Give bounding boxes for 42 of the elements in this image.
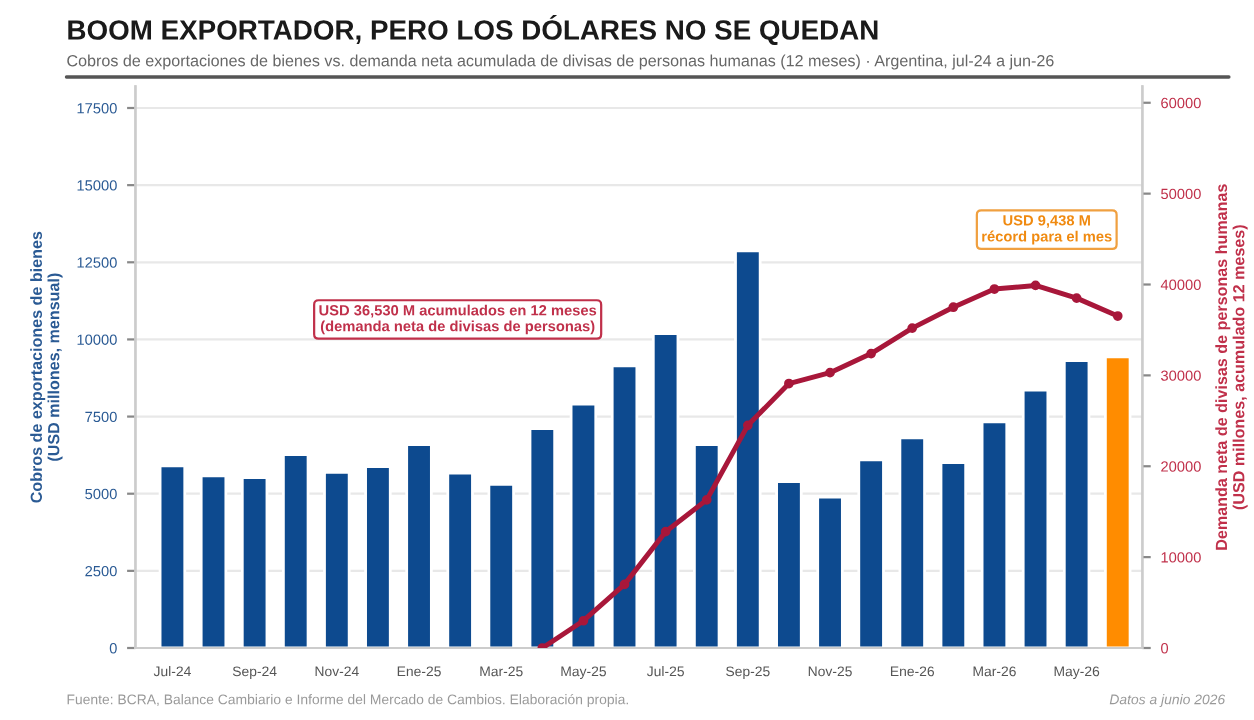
bar — [282, 453, 310, 648]
point — [742, 420, 753, 431]
bar — [980, 420, 1009, 648]
bar — [898, 436, 926, 648]
bar — [199, 474, 228, 648]
point — [701, 495, 712, 505]
bar — [240, 476, 269, 648]
bar — [528, 427, 557, 648]
bar — [446, 471, 474, 648]
bar — [1104, 355, 1132, 648]
bar — [651, 332, 680, 648]
chart-title: BOOM EXPORTADOR, PERO LOS DÓLARES NO SE QUEDAN — [68, 14, 878, 46]
point — [660, 526, 671, 537]
point — [1112, 311, 1123, 321]
point — [1071, 293, 1082, 303]
bar — [364, 465, 392, 648]
y2-axis-title: Demanda neta de divisas de personas humanas (USD millones, acumulado 12 meses) — [1215, 184, 1248, 550]
bar — [734, 249, 762, 648]
bar — [775, 480, 803, 648]
bar — [816, 495, 844, 648]
point — [578, 615, 589, 626]
bar — [693, 443, 721, 648]
y-axis-title: Cobros de exportaciones de bienes (USD millones, mensual) — [30, 231, 63, 503]
point — [825, 367, 835, 378]
point — [619, 579, 630, 590]
chart-subtitle: Cobros de exportaciones de bienes vs. demanda neta acumulada de divisas de personas humanas (12 meses) · Argentina, jul-24 a jun-26 — [67, 54, 1054, 70]
bar — [405, 443, 433, 648]
bar — [1021, 388, 1050, 648]
bar — [1062, 359, 1091, 648]
point — [948, 302, 959, 313]
point — [1030, 280, 1041, 291]
bar — [857, 458, 885, 648]
bar — [569, 402, 598, 648]
bar — [610, 364, 639, 648]
point — [989, 284, 1000, 294]
bar — [487, 483, 515, 648]
bar — [939, 461, 968, 648]
point — [866, 348, 876, 359]
bar — [158, 464, 187, 648]
point — [784, 378, 794, 389]
point — [907, 323, 918, 333]
bar — [323, 471, 351, 648]
